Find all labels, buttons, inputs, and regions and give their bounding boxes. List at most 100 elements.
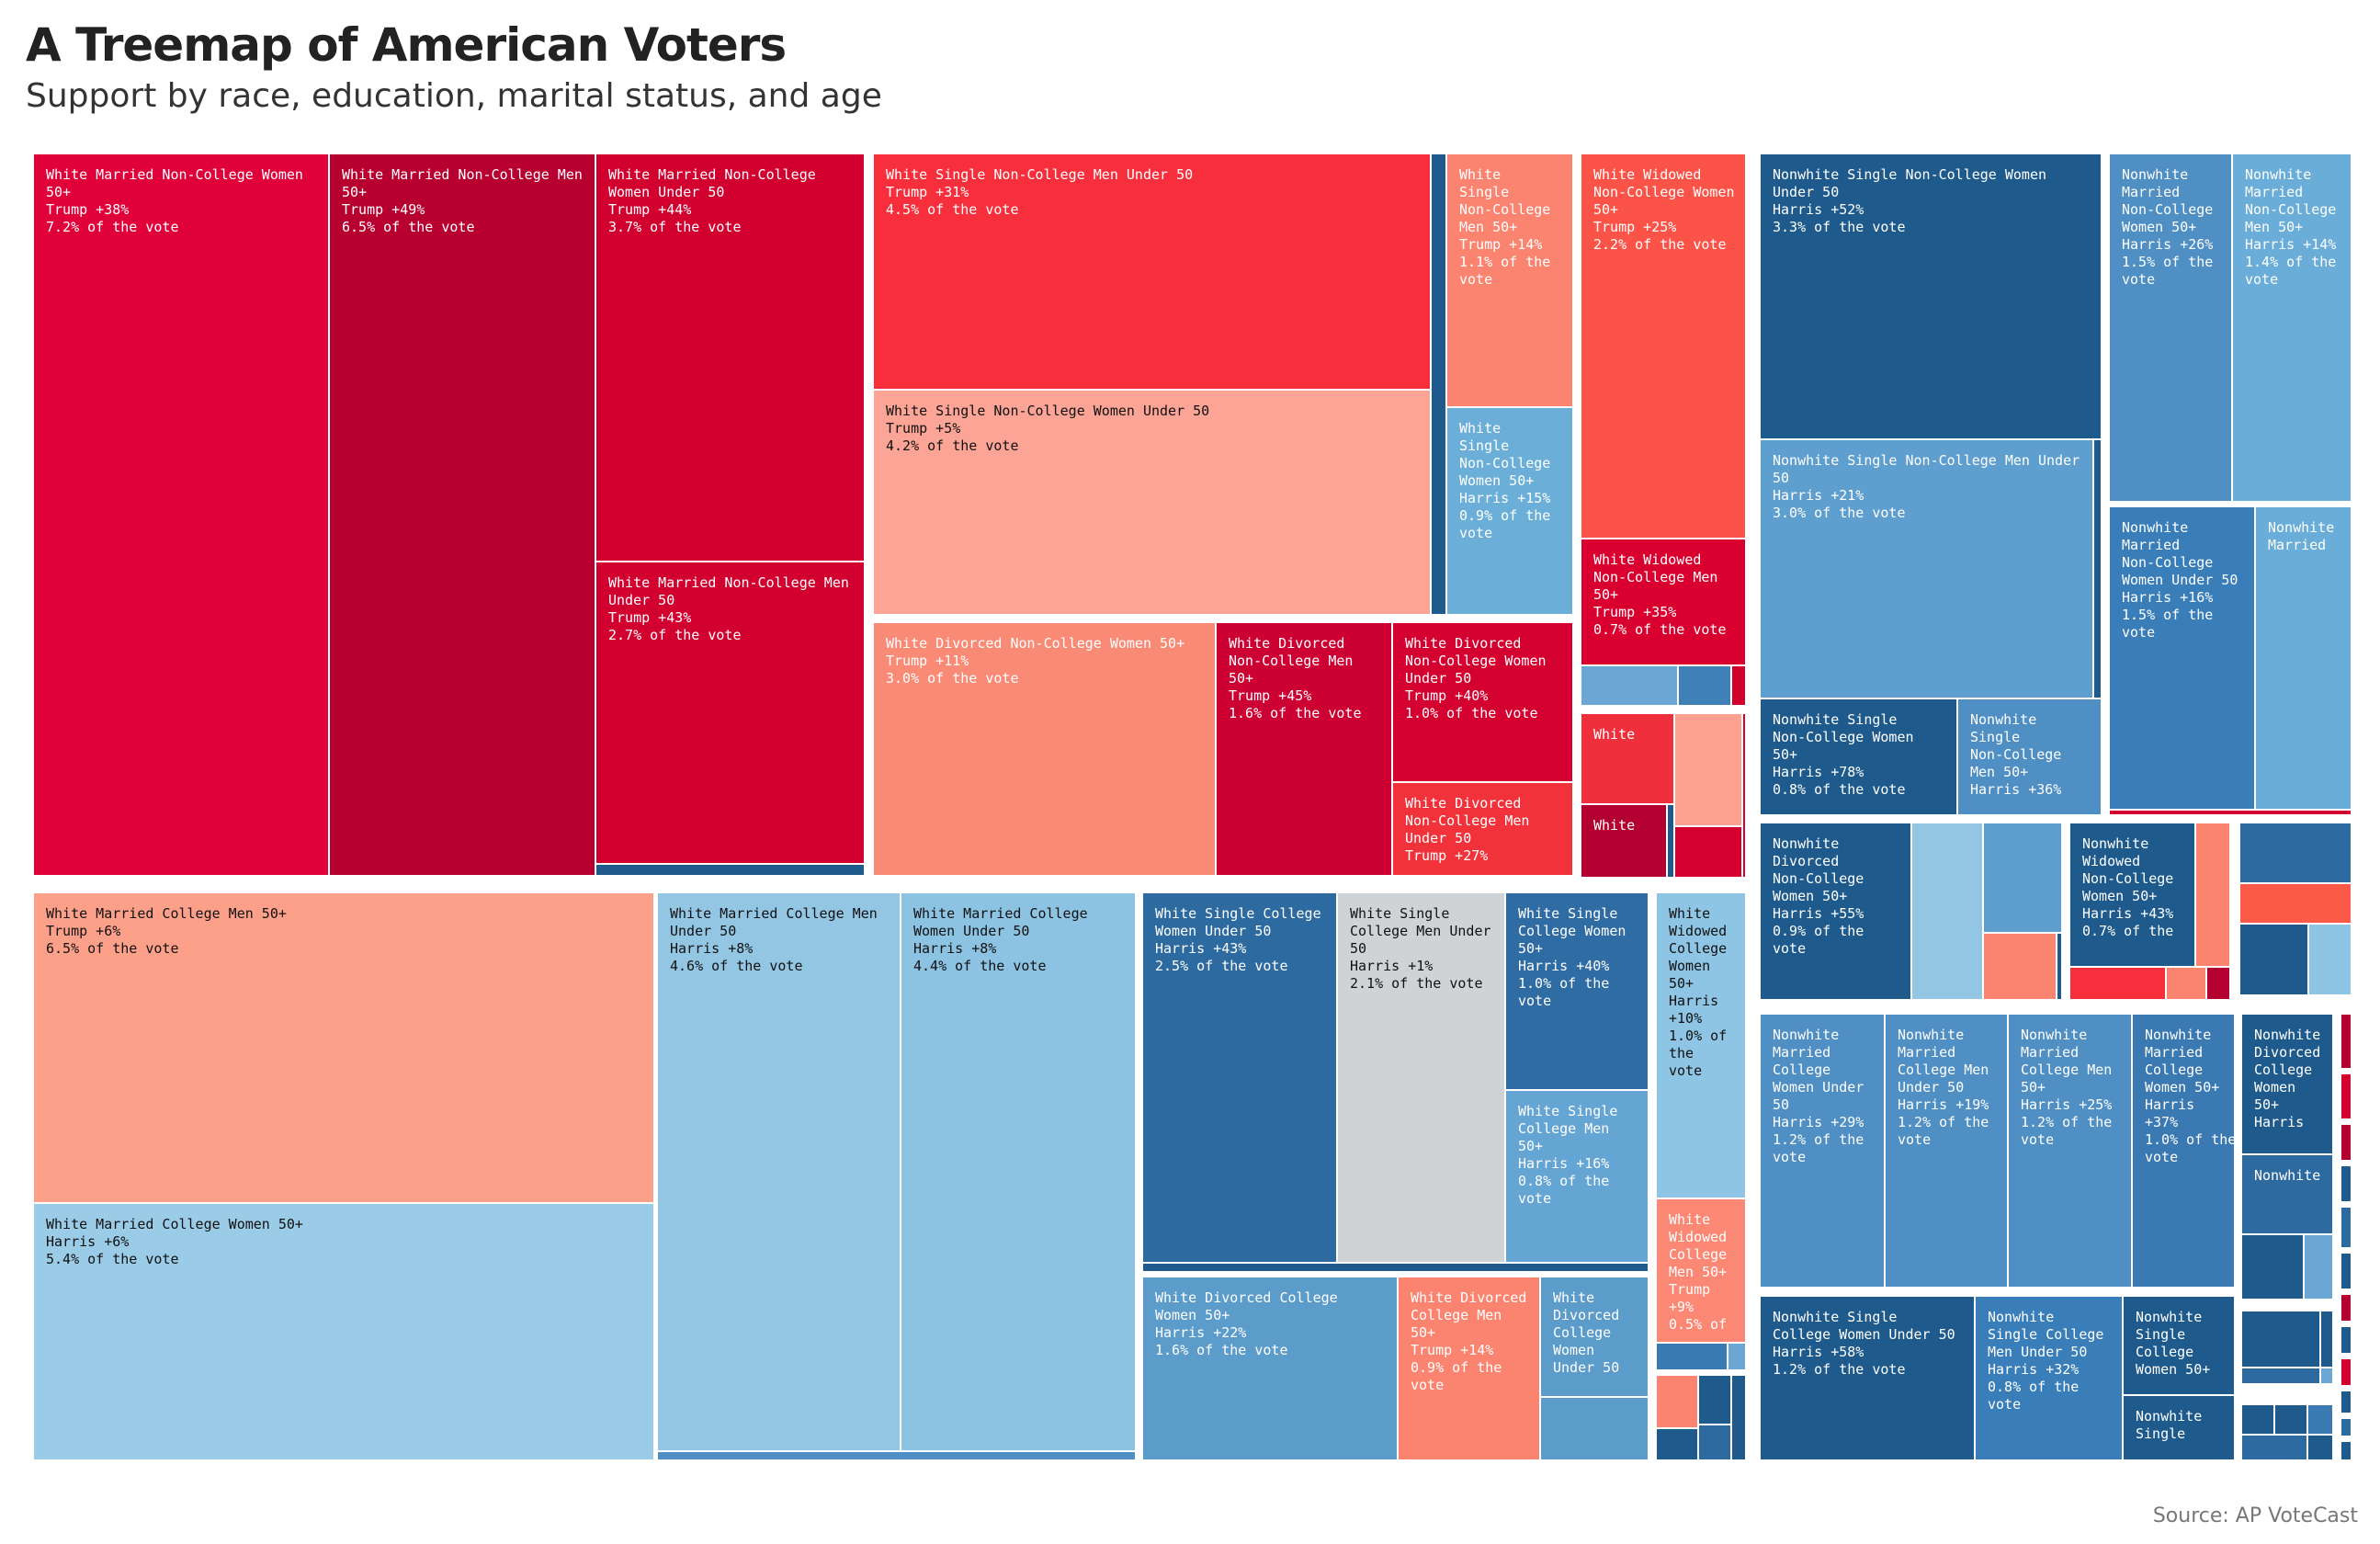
treemap-cell-label: vote <box>1518 993 1551 1009</box>
treemap-cell-label: vote <box>2122 624 2155 641</box>
treemap-cell <box>2122 1394 2236 1461</box>
treemap-cell-label: College <box>2145 1062 2203 1078</box>
treemap-cell <box>32 891 655 1204</box>
treemap-cell <box>2240 1013 2334 1155</box>
treemap-cell <box>595 561 866 865</box>
treemap-cell-label: Nonwhite Single Non-College Men Under <box>1773 452 2080 469</box>
treemap-cell-label: Harris +32% <box>1988 1361 2079 1378</box>
treemap-cell-label: College <box>2136 1344 2193 1360</box>
treemap-tile-s47 <box>2340 1013 2352 1070</box>
treemap-tile-s29 <box>2068 966 2167 1001</box>
treemap-cell-label: Widowed <box>2082 853 2140 869</box>
treemap-cell-label: Nonwhite <box>1988 1309 2054 1325</box>
treemap-cell-label: Men 50+ <box>2245 219 2303 235</box>
treemap-cell-label: vote <box>1459 271 1492 288</box>
treemap-cell-label: 1.1% of the <box>1459 254 1550 270</box>
treemap-cell-label: Trump +25% <box>1593 219 1676 235</box>
treemap-cell-label: 50 <box>1773 1096 1789 1113</box>
treemap-tile-s31 <box>2205 966 2231 1001</box>
treemap-cell-label: Harris +52% <box>1773 201 1864 218</box>
treemap-cell-label: Harris +40% <box>1518 958 1609 974</box>
treemap-cell <box>1580 803 1668 879</box>
treemap-tile-wmcm50: White Married College Men 50+Trump +6%6.… <box>32 891 655 1204</box>
treemap-cell-label: +37% <box>2145 1114 2178 1130</box>
treemap-cell-label: White Married College Men 50+ <box>46 905 287 922</box>
treemap-tile-s43 <box>2273 1403 2308 1436</box>
treemap-tile-s32 <box>2238 822 2352 884</box>
treemap-cell-label: Trump +6% <box>46 923 120 939</box>
treemap-cell <box>2319 1367 2334 1385</box>
treemap-cell <box>2240 1434 2308 1461</box>
treemap-cell-label: College <box>1773 1062 1830 1078</box>
treemap-cell-label: Married <box>1773 1044 1830 1061</box>
treemap-tile-s58 <box>2340 1440 2352 1461</box>
treemap-cell-label: Nonwhite <box>2136 1309 2202 1325</box>
treemap-cell <box>1759 1013 1886 1289</box>
treemap-cell-label: Men 50+ <box>1970 764 2028 780</box>
treemap-cell-label: White Married College Women 50+ <box>46 1216 303 1232</box>
treemap-cell-label: Non-College <box>1459 201 1550 218</box>
treemap-cell-label: 1.0% of <box>1669 1027 1727 1044</box>
treemap-tile-s53 <box>2340 1293 2352 1323</box>
treemap-cell-label: Men 50+ <box>1669 1264 1727 1280</box>
treemap-cell <box>1974 1295 2124 1461</box>
treemap-cell-label: White <box>1669 905 1710 922</box>
treemap-tile-wmcw50: White Married College Women 50+Harris +6… <box>32 1202 655 1461</box>
treemap-cell-label: Women 50+ <box>1773 888 1847 904</box>
treemap-cell-label: Non-College <box>1773 870 1864 887</box>
treemap-tile-s11 <box>1741 712 1747 879</box>
treemap-cell <box>2122 1295 2236 1396</box>
treemap-tile-s12 <box>656 1450 1137 1461</box>
treemap-cell-label: White Single <box>1518 1103 1617 1119</box>
treemap-cell-label: Non-College Men <box>1405 812 1529 829</box>
treemap-cell-label: Women Under 50 <box>913 923 1029 939</box>
treemap-cell-label: 3.0% of the vote <box>886 670 1019 687</box>
treemap-cell-label: Harris +15% <box>1459 490 1550 506</box>
treemap-cell-label: Trump +49% <box>342 201 425 218</box>
treemap-cell-label: Nonwhite <box>2245 166 2311 183</box>
treemap-cell-label: 50+ <box>342 184 367 200</box>
treemap-cell-label: White <box>1459 420 1501 437</box>
treemap-cell-label: College Men <box>2021 1062 2112 1078</box>
treemap-cell-label: Women <box>1669 958 1710 974</box>
treemap-cell-label: College Men Under <box>1350 923 1491 939</box>
treemap-cell <box>872 153 1432 391</box>
treemap-cell-label: Trump +38% <box>46 201 129 218</box>
treemap-tile-s9 <box>1666 803 1675 879</box>
treemap-cell <box>1673 712 1743 827</box>
treemap-tile-s24 <box>1910 822 1984 1001</box>
treemap-cell-label: Harris +1% <box>1350 958 1433 974</box>
treemap-cell-label: vote <box>1518 1190 1551 1207</box>
treemap-cell-label: Trump +43% <box>608 609 691 626</box>
treemap-cell <box>1910 822 1984 1001</box>
treemap-cell <box>1982 932 2057 1001</box>
treemap-cell-label: 0.7% of the <box>2082 923 2173 939</box>
treemap-cell <box>32 153 330 877</box>
treemap-tile-s33 <box>2238 882 2352 925</box>
source-note: Source: AP VoteCast <box>2152 1504 2358 1527</box>
treemap-cell-label: Harris <box>2145 1096 2194 1113</box>
treemap-tile-s1 <box>595 863 866 877</box>
treemap-cell <box>2238 923 2309 996</box>
treemap-cell-label: 4.4% of the vote <box>913 958 1047 974</box>
treemap-cell <box>1727 1342 1747 1371</box>
treemap-cell-label: vote <box>1411 1377 1444 1393</box>
treemap-tile-s49 <box>2340 1123 2352 1162</box>
treemap-cell <box>1655 891 1747 1199</box>
treemap-tile-s48 <box>2340 1073 2352 1120</box>
treemap-cell-label: 50+ <box>1593 201 1618 218</box>
treemap-cell <box>900 891 1137 1452</box>
treemap-cell-label: Trump +31% <box>886 184 969 200</box>
treemap-cell <box>2340 1325 2352 1355</box>
treemap-cell-label: Nonwhite <box>1773 835 1839 852</box>
